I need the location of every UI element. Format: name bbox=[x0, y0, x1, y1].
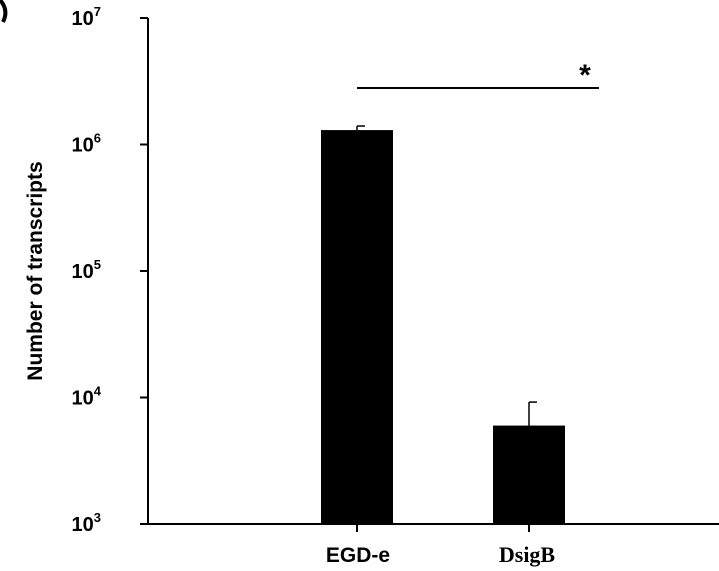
y-tick-label: 104 bbox=[72, 384, 102, 410]
y-axis-label: Number of transcripts bbox=[24, 161, 47, 380]
y-tick-label: 105 bbox=[72, 257, 101, 283]
y-tick-exponent: 4 bbox=[94, 384, 102, 399]
y-tick-label: 103 bbox=[72, 510, 101, 536]
x-category-label: DsigB bbox=[499, 542, 556, 567]
error-bars bbox=[356, 125, 537, 426]
y-tick-base: 10 bbox=[72, 388, 94, 410]
x-category-label: EGD-e bbox=[326, 544, 390, 567]
bar-egd-e bbox=[321, 130, 393, 524]
y-tick-exponent: 3 bbox=[94, 510, 101, 525]
bar-dsigb bbox=[493, 425, 565, 524]
panel-letter-fragment bbox=[0, 0, 8, 23]
y-tick-exponent: 6 bbox=[94, 131, 101, 146]
y-tick-base: 10 bbox=[72, 135, 94, 157]
y-tick-label: 107 bbox=[72, 4, 101, 30]
bars bbox=[321, 130, 565, 524]
x-axis-categories: EGD-e DsigB bbox=[326, 524, 556, 567]
y-tick-exponent: 5 bbox=[94, 257, 101, 272]
y-tick-label: 106 bbox=[72, 131, 101, 157]
y-tick-base: 10 bbox=[72, 261, 94, 283]
significance-star: * bbox=[579, 59, 591, 92]
y-tick-exponent: 7 bbox=[94, 4, 101, 19]
y-tick-base: 10 bbox=[72, 8, 94, 30]
y-tick-base: 10 bbox=[72, 514, 94, 536]
